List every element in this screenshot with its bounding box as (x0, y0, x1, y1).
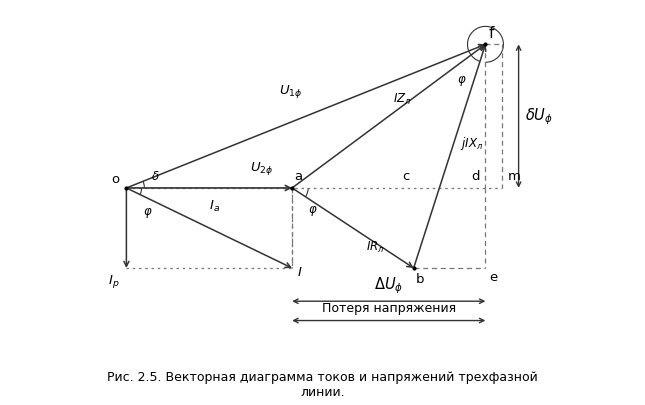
Text: I$_р$: I$_р$ (108, 272, 120, 289)
Text: IR$_л$: IR$_л$ (366, 239, 384, 254)
Text: Рис. 2.5. Векторная диаграмма токов и напряжений трехфазной: Рис. 2.5. Векторная диаграмма токов и на… (107, 370, 538, 383)
Text: $\varphi$: $\varphi$ (308, 204, 318, 218)
Text: b: b (416, 273, 424, 286)
Text: I$_а$: I$_а$ (209, 198, 221, 213)
Text: $\Delta$U$_\phi$: $\Delta$U$_\phi$ (374, 274, 403, 295)
Text: $\varphi$: $\varphi$ (457, 74, 467, 88)
Text: o: o (112, 173, 120, 186)
Text: d: d (471, 170, 480, 183)
Text: $\varphi$: $\varphi$ (143, 205, 152, 219)
Text: Потеря напряжения: Потеря напряжения (322, 301, 456, 314)
Text: f: f (489, 26, 494, 41)
Text: I: I (297, 266, 301, 279)
Text: линии.: линии. (300, 385, 345, 398)
Text: c: c (402, 170, 409, 183)
Text: U$_{1\phi}$: U$_{1\phi}$ (279, 83, 303, 100)
Text: $\delta$: $\delta$ (151, 170, 159, 183)
Text: $\delta$U$_\phi$: $\delta$U$_\phi$ (525, 107, 553, 127)
Text: a: a (294, 170, 303, 183)
Text: U$_{2\phi}$: U$_{2\phi}$ (250, 160, 273, 176)
Text: IZ$_л$: IZ$_л$ (393, 92, 412, 107)
Text: e: e (489, 270, 497, 283)
Text: m: m (508, 170, 521, 183)
Text: jIX$_л$: jIX$_л$ (460, 134, 483, 151)
